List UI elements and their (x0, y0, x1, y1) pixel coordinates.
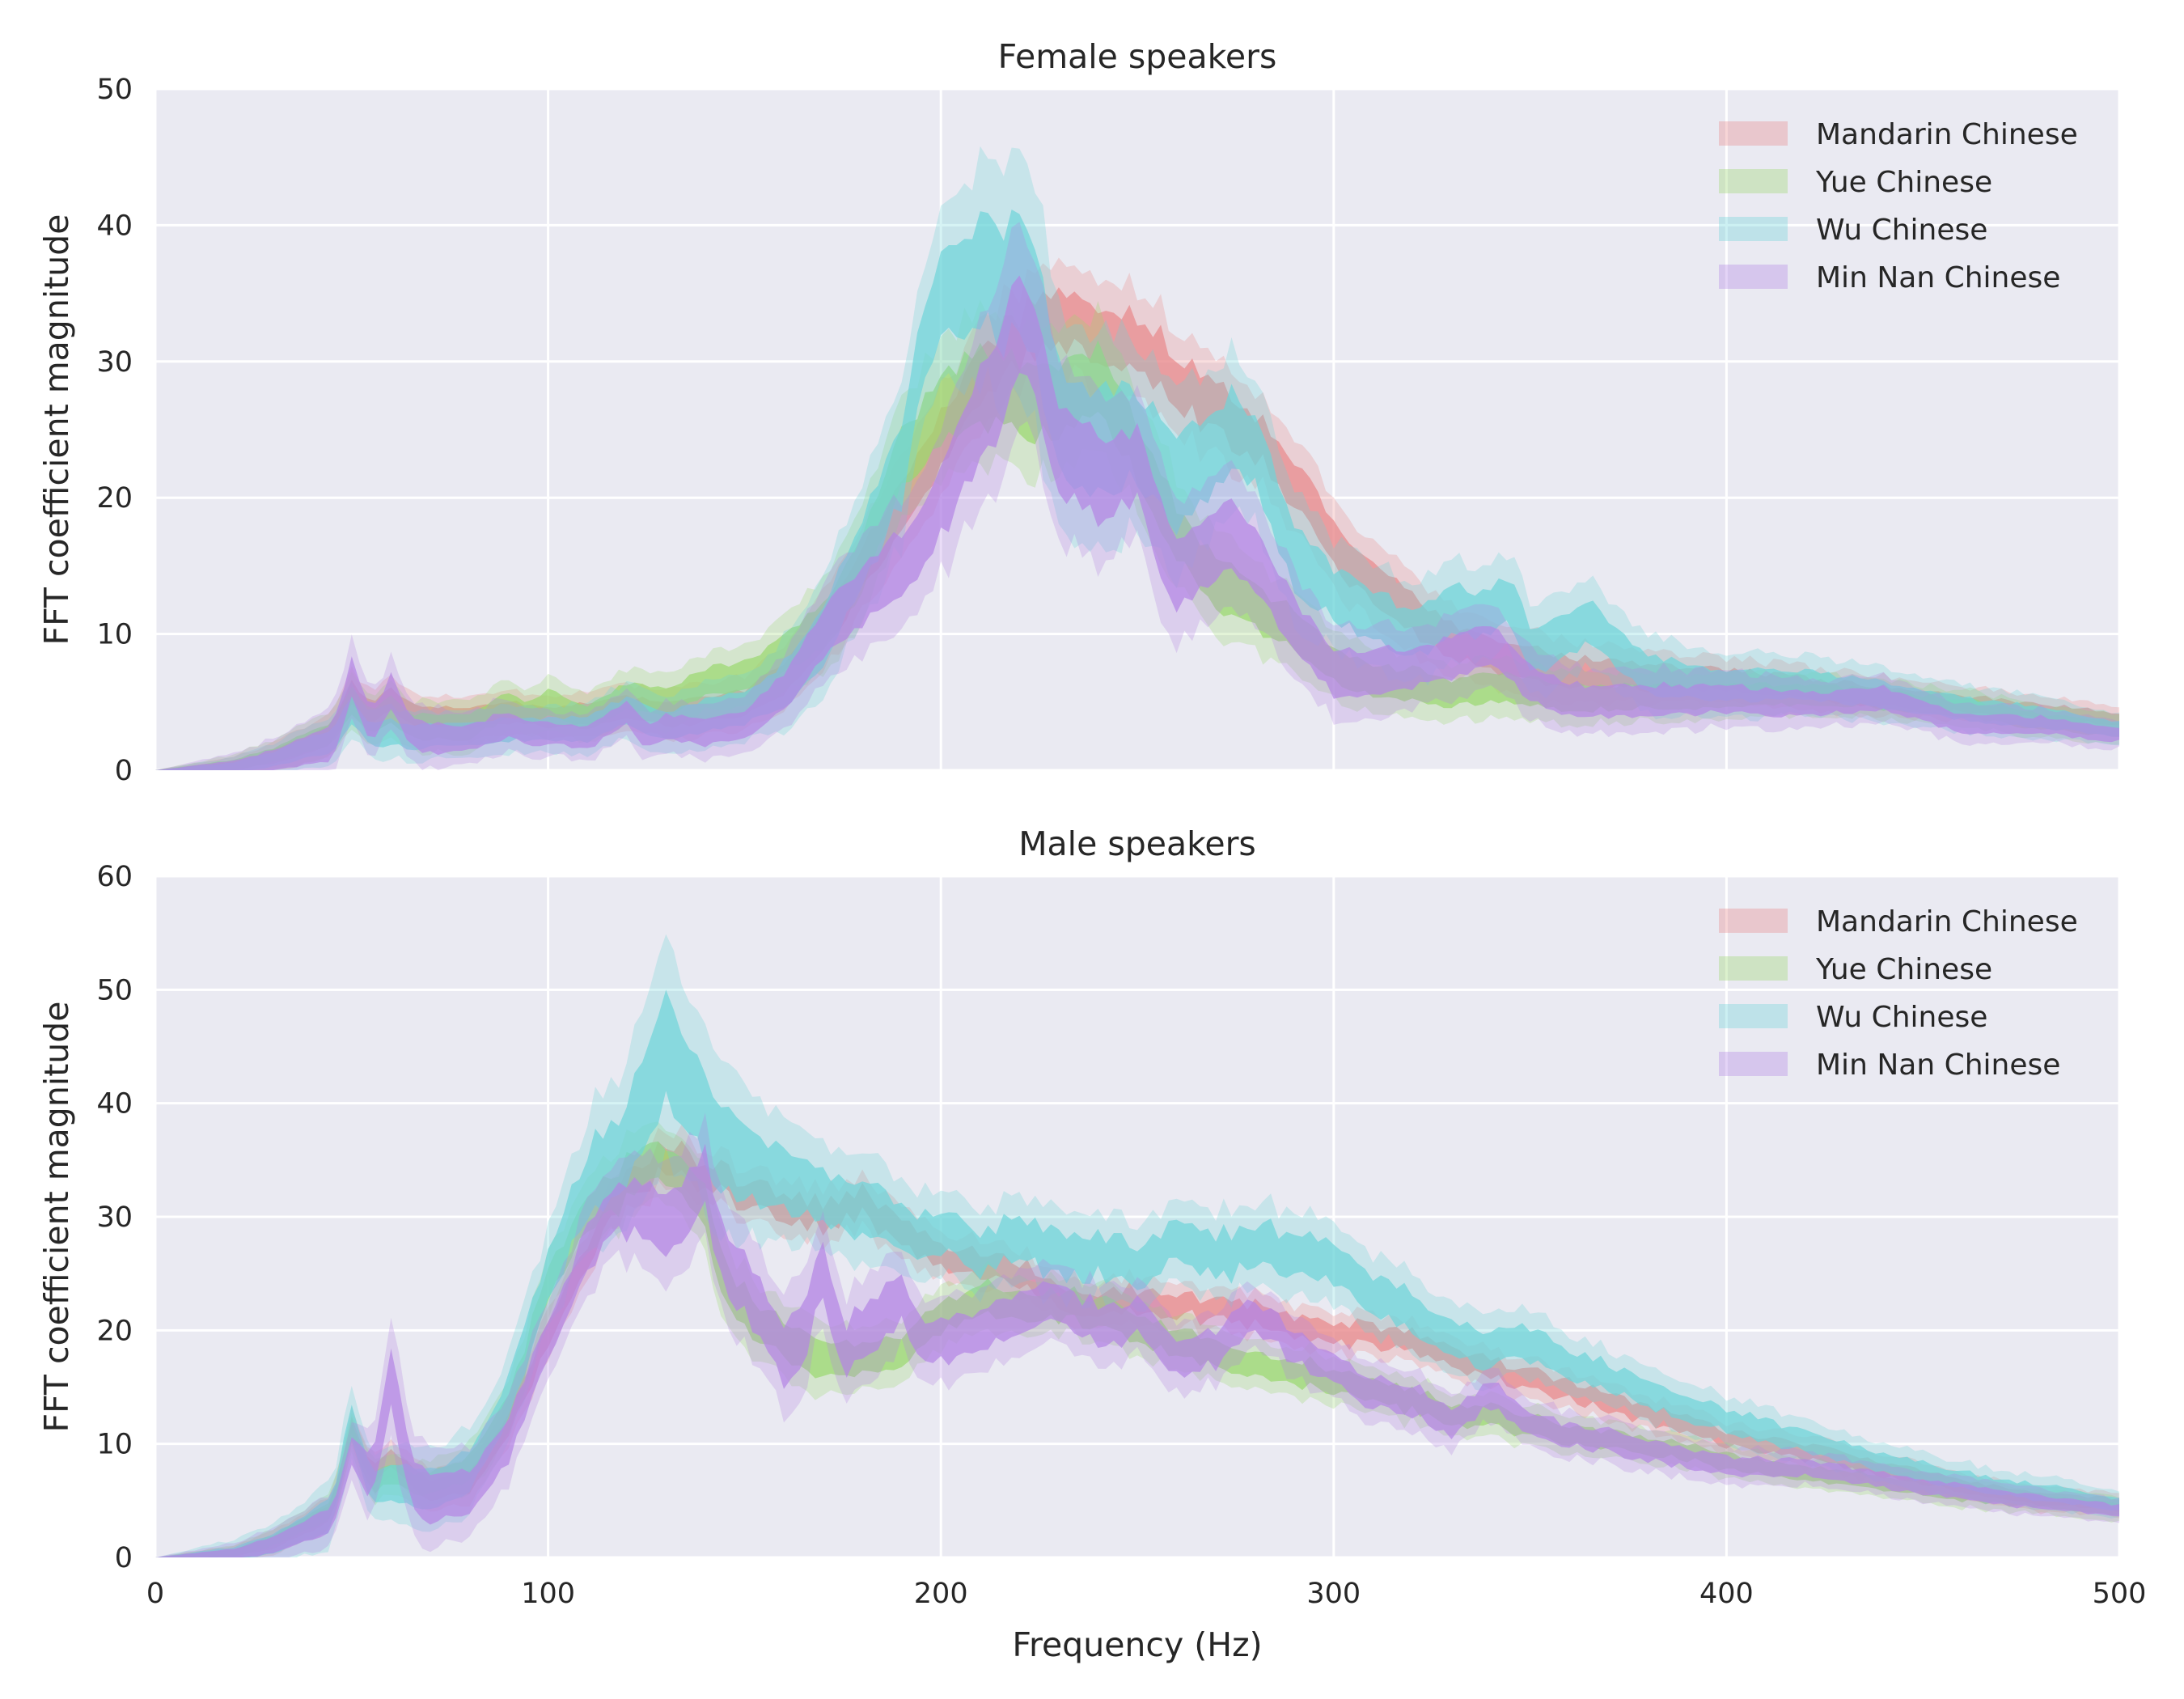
y-axis-label: FFT coefficient magnitude (37, 214, 76, 645)
y-tick-label: 50 (96, 974, 133, 1006)
x-axis-label: Frequency (Hz) (1012, 1625, 1262, 1664)
legend: Mandarin Chinese Yue Chinese Wu Chinese Min… (1719, 905, 2078, 1082)
legend-swatch (1719, 217, 1788, 241)
legend-swatch (1719, 956, 1788, 981)
series-band-min-nan-chinese (155, 1143, 2119, 1557)
y-tick-label: 30 (96, 1201, 133, 1234)
y-tick-label: 40 (96, 210, 133, 242)
legend: Mandarin Chinese Yue Chinese Wu Chinese Min… (1719, 118, 2078, 294)
legend-label: Yue Chinese (1815, 953, 1992, 986)
y-tick-label: 0 (115, 1542, 133, 1574)
series-layer (155, 146, 2119, 770)
legend-label: Min Nan Chinese (1816, 1049, 2060, 1082)
chart-panel-2: 0 10 20 30 40 50 60 0 100 200 300 400 500 Male speake… (37, 824, 2146, 1664)
y-tick-label: 40 (96, 1088, 133, 1121)
legend-swatch (1719, 1004, 1788, 1028)
series-band-wu-chinese (155, 989, 2119, 1557)
y-tick-label: 50 (96, 74, 133, 106)
x-tick-label: 500 (2093, 1578, 2147, 1610)
x-tick-label: 300 (1306, 1578, 1361, 1610)
y-tick-label: 0 (115, 755, 133, 787)
legend-swatch (1719, 909, 1788, 933)
chart-panel-1: 0 10 20 30 40 50 Female speakers FFT coefficien… (37, 37, 2121, 787)
x-tick-label: 0 (146, 1578, 164, 1610)
legend-label: Yue Chinese (1815, 166, 1992, 199)
y-tick-label: 60 (96, 861, 133, 893)
chart-title: Male speakers (1018, 824, 1256, 863)
chart-title: Female speakers (998, 37, 1277, 76)
y-tick-label: 20 (96, 482, 133, 515)
legend-swatch (1719, 169, 1788, 193)
y-tick-label: 30 (96, 346, 133, 379)
legend-swatch (1719, 1052, 1788, 1076)
legend-swatch (1719, 121, 1788, 146)
legend-label: Mandarin Chinese (1816, 905, 2078, 938)
series-outer-band-min-nan-chinese (155, 222, 2119, 770)
legend-swatch (1719, 265, 1788, 289)
y-tick-label: 20 (96, 1315, 133, 1347)
y-tick-label: 10 (96, 1429, 133, 1461)
y-tick-label: 10 (96, 619, 133, 651)
x-tick-label: 200 (914, 1578, 968, 1610)
legend-label: Wu Chinese (1816, 214, 1987, 247)
series-layer (155, 934, 2119, 1557)
x-tick-label: 400 (1699, 1578, 1754, 1610)
legend-label: Mandarin Chinese (1816, 118, 2078, 151)
legend-label: Min Nan Chinese (1816, 261, 2060, 294)
legend-label: Wu Chinese (1816, 1001, 1987, 1034)
y-axis-label: FFT coefficient magnitude (37, 1001, 76, 1432)
x-tick-label: 100 (521, 1578, 575, 1610)
